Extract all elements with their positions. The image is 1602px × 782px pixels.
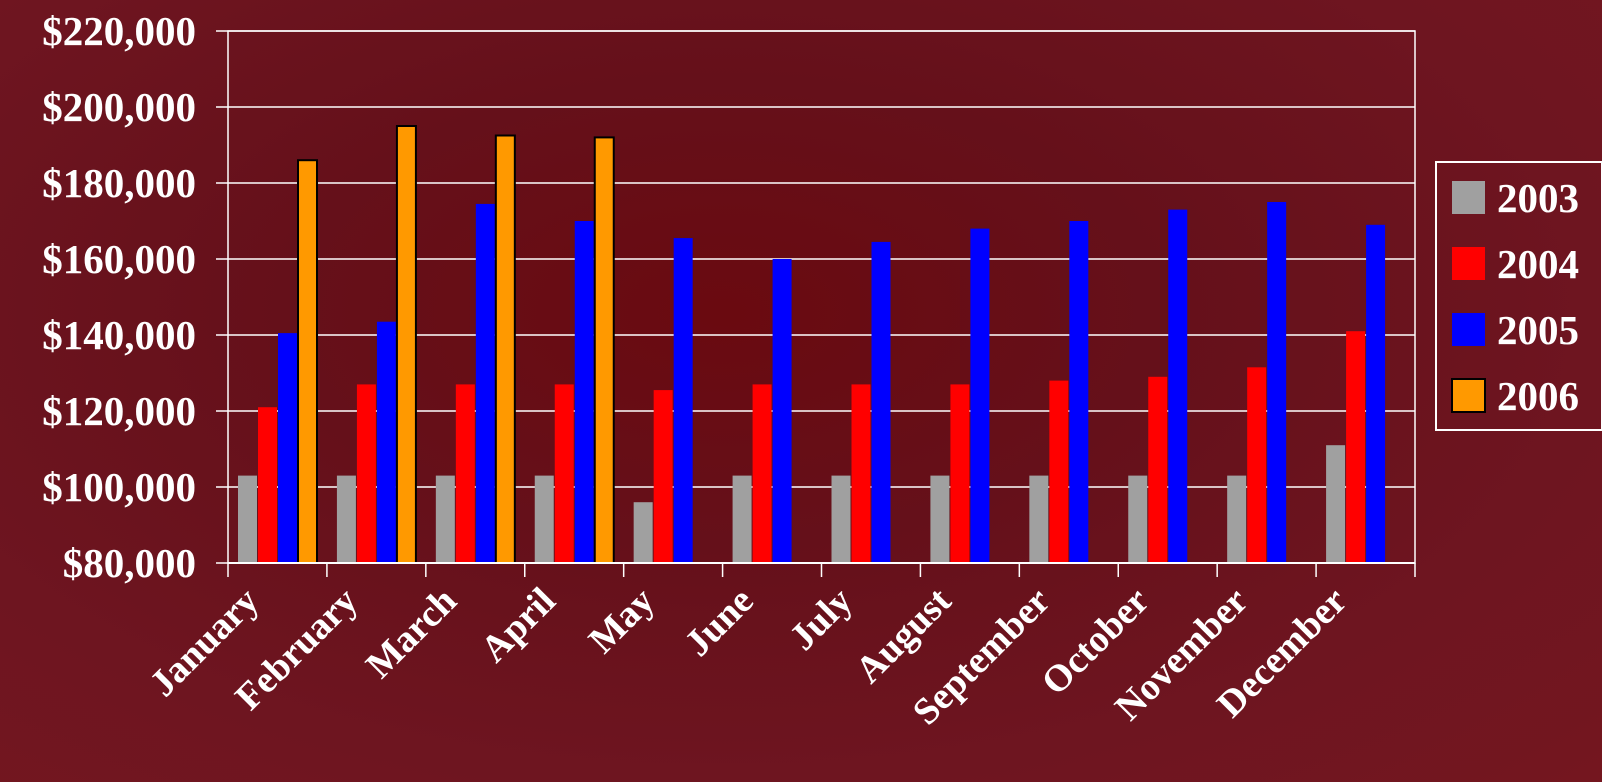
bar-2005-march xyxy=(475,203,495,563)
x-tick-label-june: June xyxy=(677,580,762,665)
bar-2004-march xyxy=(455,384,475,563)
x-tick-label-july: July xyxy=(782,580,861,659)
legend: 2003 2004 2005 2006 xyxy=(1435,161,1602,431)
bar-2005-october xyxy=(1168,209,1188,563)
bar-2004-february xyxy=(356,384,376,563)
bars xyxy=(238,125,1386,564)
x-tick-label-may: May xyxy=(581,580,663,662)
legend-swatch-2004 xyxy=(1452,247,1485,280)
bar-2004-august xyxy=(950,384,970,563)
x-tick-label-march: March xyxy=(358,580,465,687)
bar-2005-september xyxy=(1069,221,1089,563)
bar-2004-november xyxy=(1247,367,1267,563)
y-tick-label: $200,000 xyxy=(42,84,196,130)
bar-2004-june xyxy=(752,384,772,563)
legend-box xyxy=(1435,161,1602,431)
bar-2003-november xyxy=(1227,475,1247,563)
legend-label-2005: 2005 xyxy=(1497,307,1579,353)
bar-2003-october xyxy=(1128,475,1148,563)
bar-2004-september xyxy=(1049,380,1069,563)
bar-2003-july xyxy=(831,475,851,563)
bar-2003-june xyxy=(732,475,752,563)
bar-2005-december xyxy=(1366,224,1386,564)
legend-swatch-2003 xyxy=(1452,181,1485,214)
bar-2006-february xyxy=(395,125,417,564)
bar-2005-april xyxy=(574,221,594,563)
bar-2004-january xyxy=(258,407,277,563)
y-tick-label: $80,000 xyxy=(63,540,196,586)
bar-2003-january xyxy=(238,475,257,563)
bar-2005-november xyxy=(1267,202,1287,563)
bar-2005-february xyxy=(376,321,396,563)
y-tick-label: $100,000 xyxy=(42,464,196,510)
bar-2006-march xyxy=(494,134,516,564)
y-axis-tick-labels: $80,000 $100,000 $120,000 $140,000 $160,000 $… xyxy=(42,8,196,586)
bar-2005-may xyxy=(673,238,693,563)
bar-2004-july xyxy=(851,384,871,563)
x-tick-label-april: April xyxy=(473,580,564,671)
bar-2004-april xyxy=(554,384,574,563)
y-tick-label: $180,000 xyxy=(42,160,196,206)
y-tick-label: $120,000 xyxy=(42,388,196,434)
bar-2003-september xyxy=(1029,475,1049,563)
bar-2005-june xyxy=(772,259,792,563)
bar-2006-april xyxy=(593,136,615,564)
bar-2004-october xyxy=(1148,376,1168,563)
bar-2004-may xyxy=(653,390,673,563)
axes xyxy=(216,30,1416,577)
bar-2005-july xyxy=(871,241,891,563)
bar-2003-december xyxy=(1326,445,1346,563)
y-tick-label: $220,000 xyxy=(42,8,196,54)
bar-2006-january xyxy=(297,159,318,564)
bar-2003-february xyxy=(336,475,356,563)
bar-2005-january xyxy=(278,333,297,563)
legend-label-2006: 2006 xyxy=(1497,373,1579,419)
bar-2003-august xyxy=(930,475,950,563)
bar-2003-april xyxy=(534,475,554,563)
bar-2003-march xyxy=(435,475,455,563)
y-tick-label: $160,000 xyxy=(42,236,196,282)
legend-swatch-2005 xyxy=(1452,313,1485,346)
y-tick-label: $140,000 xyxy=(42,312,196,358)
legend-swatch-2006 xyxy=(1451,378,1486,413)
bar-2004-december xyxy=(1346,331,1366,563)
bar-2005-august xyxy=(970,228,990,563)
legend-label-2003: 2003 xyxy=(1497,175,1579,221)
bar-2003-may xyxy=(633,502,653,563)
legend-label-2004: 2004 xyxy=(1497,241,1579,287)
